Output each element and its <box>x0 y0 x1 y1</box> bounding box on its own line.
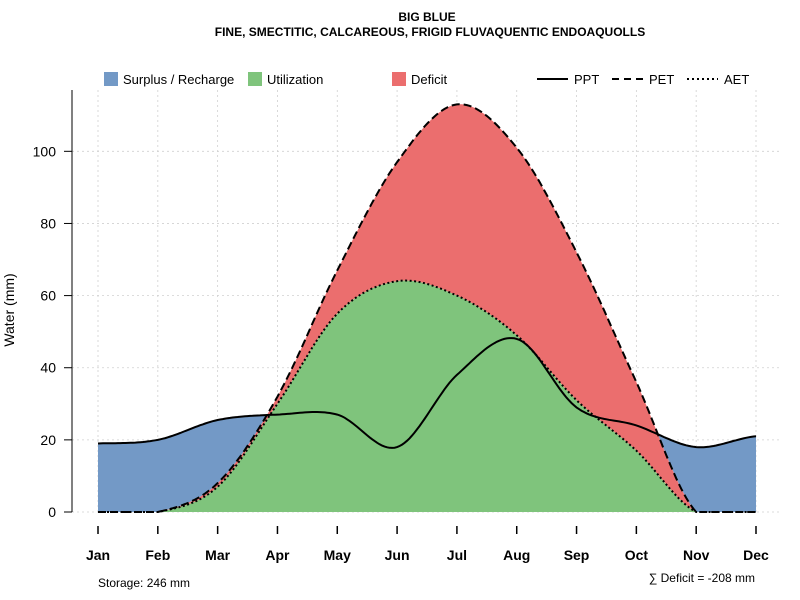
legend-swatch-utilization <box>248 72 262 86</box>
y-tick-label: 40 <box>40 360 56 376</box>
area-surplus-recharge <box>98 104 756 512</box>
x-tick-label-feb: Feb <box>145 547 170 563</box>
y-tick-label: 20 <box>40 432 56 448</box>
series-line-pet <box>98 103 756 513</box>
area-utilization <box>98 280 756 512</box>
legend-swatch-deficit <box>392 72 406 86</box>
deficit-note: ∑ Deficit = -208 mm <box>649 571 755 585</box>
y-axis-title: Water (mm) <box>1 273 17 346</box>
series-line-ppt <box>97 337 757 449</box>
x-tick-label-jul: Jul <box>447 547 467 563</box>
x-tick-label-may: May <box>324 547 351 563</box>
legend-label-deficit: Deficit <box>411 72 448 87</box>
chart-title: BIG BLUE <box>398 10 455 24</box>
legend-label-utilization: Utilization <box>267 72 323 87</box>
y-axis: 0 20 40 60 80 100 <box>33 90 73 520</box>
line-layer <box>97 103 757 513</box>
y-tick-label: 80 <box>40 215 56 231</box>
series-line-aet <box>98 279 756 513</box>
legend: Surplus / Recharge Utilization Deficit P… <box>104 72 749 87</box>
x-tick-label-jun: Jun <box>385 547 410 563</box>
legend-label-pet: PET <box>649 72 674 87</box>
area-deficit <box>98 104 756 512</box>
x-tick-label-nov: Nov <box>683 547 710 563</box>
x-tick-label-apr: Apr <box>265 547 290 563</box>
legend-label-aet: AET <box>724 72 749 87</box>
y-tick-label: 0 <box>48 504 56 520</box>
x-tick-label-oct: Oct <box>625 547 649 563</box>
x-tick-label-sep: Sep <box>564 547 590 563</box>
area-layer <box>98 104 756 512</box>
y-ticks: 0 20 40 60 80 100 <box>33 143 72 520</box>
x-tick-label-jan: Jan <box>86 547 110 563</box>
x-ticks: Jan Feb Mar Apr May Jun Jul Aug Sep Oct Nov Dec <box>86 526 769 563</box>
x-tick-label-dec: Dec <box>743 547 769 563</box>
storage-note: Storage: 246 mm <box>98 576 190 590</box>
y-tick-label: 60 <box>40 288 56 304</box>
y-tick-label: 100 <box>33 143 57 159</box>
x-tick-label-mar: Mar <box>205 547 230 563</box>
x-tick-label-aug: Aug <box>503 547 530 563</box>
legend-label-ppt: PPT <box>574 72 599 87</box>
legend-swatch-surplus <box>104 72 118 86</box>
chart-subtitle: FINE, SMECTITIC, CALCAREOUS, FRIGID FLUV… <box>215 25 645 39</box>
legend-label-surplus: Surplus / Recharge <box>123 72 234 87</box>
